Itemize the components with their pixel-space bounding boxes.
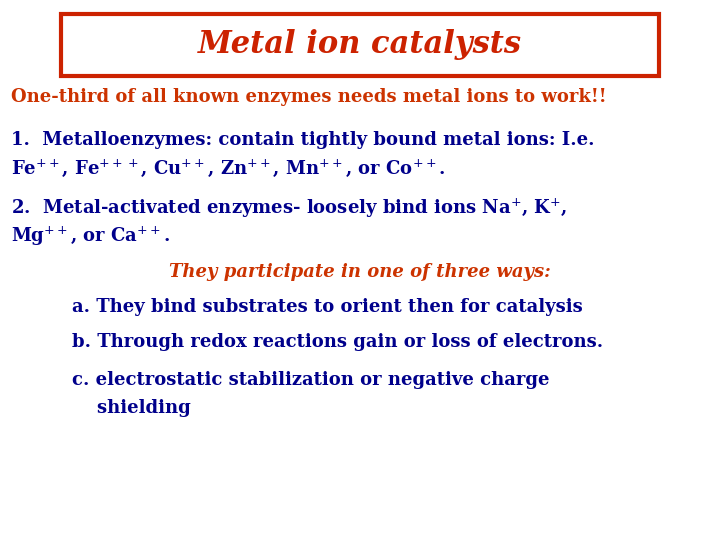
FancyBboxPatch shape [61,14,659,76]
Text: Fe$^{++}$, Fe$^{+++}$, Cu$^{++}$, Zn$^{++}$, Mn$^{++}$, or Co$^{++}$.: Fe$^{++}$, Fe$^{+++}$, Cu$^{++}$, Zn$^{+… [11,158,445,179]
Text: 2.  Metal-activated enzymes- loosely bind ions Na$^{+}$, K$^{+}$,: 2. Metal-activated enzymes- loosely bind… [11,196,567,220]
Text: One-third of all known enzymes needs metal ions to work!!: One-third of all known enzymes needs met… [11,88,606,106]
Text: c. electrostatic stabilization or negative charge: c. electrostatic stabilization or negati… [72,371,549,389]
Text: b. Through redox reactions gain or loss of electrons.: b. Through redox reactions gain or loss … [72,333,603,351]
Text: shielding: shielding [72,399,191,417]
Text: Metal ion catalysts: Metal ion catalysts [198,29,522,60]
Text: a. They bind substrates to orient then for catalysis: a. They bind substrates to orient then f… [72,298,582,316]
Text: They participate in one of three ways:: They participate in one of three ways: [169,262,551,281]
Text: Mg$^{++}$, or Ca$^{++}$.: Mg$^{++}$, or Ca$^{++}$. [11,224,170,248]
Text: 1.  Metalloenzymes: contain tightly bound metal ions: I.e.: 1. Metalloenzymes: contain tightly bound… [11,131,594,150]
